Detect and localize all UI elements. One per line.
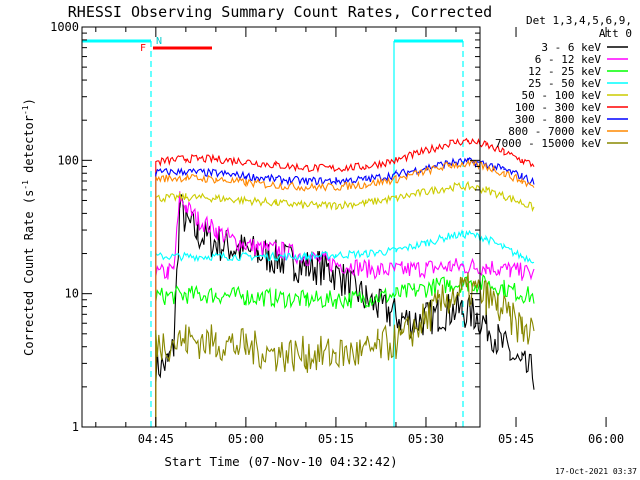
- x-tick-label: 05:30: [408, 432, 444, 446]
- series-line-800-7000: [155, 159, 535, 427]
- plot-frame: [81, 26, 481, 428]
- y-axis-label-end: ): [22, 98, 36, 105]
- legend-label-6-12: 6 - 12 keV: [535, 53, 602, 66]
- series-line-50-100: [155, 180, 535, 427]
- chart-title: RHESSI Observing Summary Count Rates, Co…: [68, 3, 492, 21]
- legend-label-300-800: 300 - 800 keV: [515, 113, 601, 126]
- series-line-100-300: [155, 137, 535, 427]
- x-axis-label: Start Time (07-Nov-10 04:32:42): [164, 454, 397, 469]
- legend-label-7000-15000: 7000 - 15000 keV: [495, 137, 601, 150]
- legend-header-line1: Det 1,3,4,5,6,9,: [526, 14, 632, 27]
- x-tick-label: 05:45: [498, 432, 534, 446]
- series-line-6-12: [155, 191, 535, 427]
- y-axis-label-main: Corrected Count Rate (s: [22, 190, 36, 356]
- legend-label-100-300: 100 - 300 keV: [515, 101, 601, 114]
- x-tick-label: 04:45: [138, 432, 174, 446]
- y-tick-label: 100: [57, 153, 79, 167]
- axes: 1 10 100 1000 04:45 05:00 05:15 05:30 05:45 06:00: [50, 20, 624, 446]
- y-axis-label: Corrected Count Rate (s-1 detector-1): [21, 98, 36, 356]
- y-axis-label-mid: detector: [22, 115, 36, 180]
- series-line-7000-15000: [155, 272, 535, 427]
- x-tick-label: 05:15: [318, 432, 354, 446]
- series-line-12-25: [155, 273, 535, 427]
- flag-n-label: N: [156, 36, 162, 47]
- legend-label-12-25: 12 - 25 keV: [528, 65, 601, 78]
- y-tick-label: 10: [65, 287, 79, 301]
- legend-header-line2: Att 0: [599, 27, 632, 40]
- timestamp: 17-Oct-2021 03:37: [555, 467, 637, 476]
- series-line-3-6: [155, 194, 535, 427]
- series-line-25-50: [155, 228, 535, 427]
- y-tick-label: 1000: [50, 20, 79, 34]
- flag-f-label: F: [140, 43, 146, 54]
- y-axis-label-sup1: -1: [21, 180, 30, 190]
- x-tick-label: 05:00: [228, 432, 264, 446]
- y-tick-label: 1: [72, 420, 79, 434]
- x-tick-label: 06:00: [588, 432, 624, 446]
- legend-label-25-50: 25 - 50 keV: [528, 77, 601, 90]
- legend-label-3-6: 3 - 6 keV: [541, 41, 601, 54]
- y-axis-label-sup2: -1: [21, 105, 30, 115]
- legend-label-800-7000: 800 - 7000 keV: [508, 125, 601, 138]
- legend-label-50-100: 50 - 100 keV: [522, 89, 602, 102]
